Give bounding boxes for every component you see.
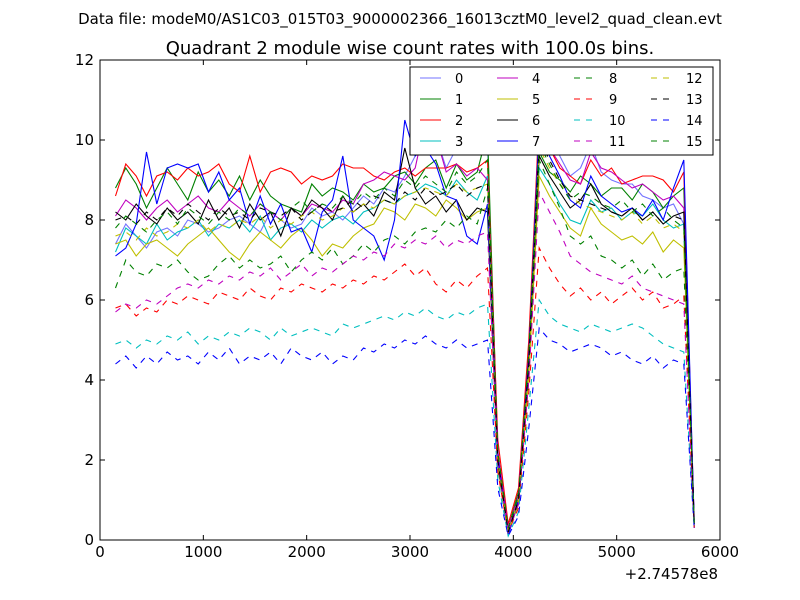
legend-label-14: 14: [686, 114, 703, 129]
series-14-line: [115, 326, 695, 538]
legend-label-13: 13: [686, 93, 703, 108]
y-tick-label: 12: [75, 51, 94, 69]
legend-label-2: 2: [455, 114, 463, 129]
legend-label-9: 9: [609, 93, 617, 108]
legend-box: [409, 66, 714, 156]
legend-label-5: 5: [532, 93, 540, 108]
series-layer: [114, 114, 695, 538]
y-tick-label: 0: [84, 531, 94, 549]
legend-label-0: 0: [455, 72, 463, 87]
series-5-line: [115, 173, 695, 535]
x-axis: 0 1000 2000 3000 4000 5000 6000: [95, 60, 739, 561]
series-1-line: [115, 131, 695, 529]
legend-label-7: 7: [532, 135, 540, 150]
legend-label-3: 3: [455, 135, 463, 150]
y-tick-label: 2: [84, 451, 94, 469]
series-7-line: [115, 119, 695, 537]
legend-label-15: 15: [686, 135, 703, 150]
y-tick-label: 10: [75, 131, 94, 149]
series-10-line: [115, 298, 695, 538]
x-tick-label: 4000: [494, 543, 532, 561]
legend-label-10: 10: [609, 114, 626, 129]
y-tick-label: 8: [84, 211, 94, 229]
series-15-line: [115, 141, 695, 529]
series-6-line: [115, 147, 695, 533]
legend-label-12: 12: [686, 72, 703, 87]
series-11-line: [115, 189, 695, 533]
x-axis-offset-label: +2.74578e8: [625, 565, 718, 583]
series-8-line: [114, 159, 695, 535]
y-tick-label: 4: [84, 371, 94, 389]
legend-label-6: 6: [532, 114, 540, 129]
chart-title: Quadrant 2 module wise count rates with …: [166, 38, 655, 59]
series-13-line: [115, 137, 695, 533]
legend-label-1: 1: [455, 93, 463, 108]
y-tick-label: 6: [84, 291, 94, 309]
legend-label-8: 8: [609, 72, 617, 87]
x-tick-label: 5000: [598, 543, 636, 561]
x-tick-label: 0: [95, 543, 105, 561]
x-tick-label: 6000: [701, 543, 739, 561]
series-4-line: [115, 118, 695, 529]
legend-label-4: 4: [532, 72, 540, 87]
x-tick-label: 1000: [184, 543, 222, 561]
series-9-line: [115, 246, 695, 534]
legend-label-11: 11: [609, 135, 626, 150]
series-12-line: [115, 145, 695, 533]
x-tick-label: 3000: [391, 543, 429, 561]
series-2-line: [114, 115, 695, 525]
x-tick-label: 2000: [288, 543, 326, 561]
figure-suptitle: Data file: modeM0/AS1C03_015T03_90000023…: [78, 10, 722, 29]
